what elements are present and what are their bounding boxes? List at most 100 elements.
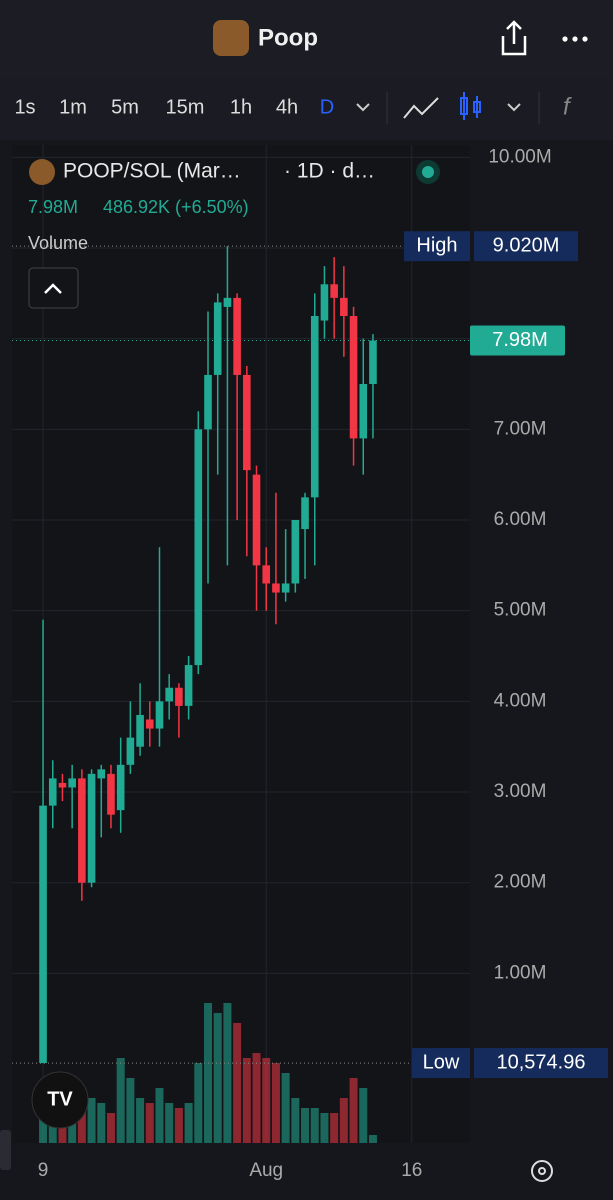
y-tick-label: 1.00M (494, 962, 547, 983)
line-chart-button[interactable] (403, 97, 439, 119)
volume-bar (359, 1088, 368, 1143)
candle-body (320, 284, 329, 321)
volume-bar (330, 1113, 339, 1143)
candle-body (48, 778, 57, 806)
candle-body (223, 297, 232, 307)
legend-change: 486.92K (+6.50%) (103, 197, 249, 217)
low-value: 10,574.96 (497, 1051, 586, 1073)
share-button[interactable] (501, 20, 527, 56)
low-label-bg (412, 1048, 470, 1079)
toolbar (0, 78, 613, 140)
side-tab[interactable] (0, 1130, 11, 1170)
candle-body (262, 565, 271, 584)
volume-bar (223, 1003, 232, 1143)
dropdown[interactable] (356, 103, 370, 112)
candle-body (359, 384, 368, 439)
volume-bar (204, 1003, 213, 1143)
dropdown[interactable] (507, 103, 521, 112)
volume-bar (262, 1058, 271, 1143)
settings-button[interactable] (531, 1160, 553, 1182)
interval-text: · 1D · d… (284, 160, 375, 183)
volume-bar (233, 1023, 242, 1143)
volume-bar (213, 1013, 222, 1143)
last-price-label: 7.98M (492, 329, 548, 351)
volume-bar (291, 1098, 300, 1143)
interval-button[interactable]: 1h (230, 96, 252, 118)
volume-bar (271, 1063, 280, 1143)
candle-body (175, 687, 183, 706)
indicators-button[interactable]: f (563, 93, 572, 120)
volume-bar (349, 1078, 358, 1143)
low-label: Low (423, 1051, 460, 1073)
collapse-button[interactable] (28, 267, 79, 309)
candle-body (116, 764, 125, 811)
candle-body (310, 316, 319, 498)
volume-bar (155, 1088, 164, 1143)
tradingview-logo[interactable] (31, 1071, 89, 1129)
chart (12, 145, 470, 1143)
candle-body (58, 782, 67, 788)
y-tick-label: 6.00M (494, 509, 547, 530)
candle-body (78, 778, 86, 883)
y-tick-label: 2.00M (494, 872, 547, 893)
interval-button[interactable]: 4h (276, 96, 298, 118)
status-dot (422, 166, 434, 178)
volume-bar (68, 1113, 77, 1143)
candle-body (340, 297, 348, 317)
interval-button[interactable]: 1s (14, 96, 35, 118)
high-label-bg (404, 231, 470, 262)
symbol-icon (29, 159, 55, 185)
volume-bar (145, 1103, 154, 1143)
candle-body (291, 520, 300, 584)
candle-body (252, 474, 261, 566)
y-tick-label: 3.00M (494, 781, 547, 802)
interval-button[interactable]: 1m (59, 96, 87, 118)
interval-button[interactable]: 15m (166, 96, 205, 118)
x-tick-label: 16 (401, 1160, 422, 1181)
candle-body (136, 714, 144, 747)
volume-bar (310, 1108, 319, 1143)
plot-area (12, 145, 470, 1143)
candle-body (97, 769, 106, 779)
volume-bar (106, 1113, 115, 1143)
candle-chart-button[interactable] (460, 92, 481, 120)
symbol: POOP/SOL (Mar… (63, 160, 241, 183)
volume-bar (339, 1098, 348, 1143)
x-tick-label: Aug (249, 1160, 283, 1181)
volume-bar (58, 1123, 67, 1143)
low-value-bg (474, 1048, 608, 1079)
y-tick-label: 7.00M (494, 418, 547, 439)
candle-body (243, 374, 251, 471)
volume-bar (165, 1103, 174, 1143)
volume-bar (184, 1103, 193, 1143)
high-value-bg (474, 231, 578, 262)
candle-body (330, 284, 338, 298)
candle-body (184, 665, 193, 706)
volume-bar (368, 1135, 377, 1143)
volume-bar (281, 1073, 290, 1143)
volume-bar (252, 1053, 261, 1143)
candle-body (39, 805, 47, 1064)
interval-button[interactable]: D (320, 96, 334, 118)
candle-body (233, 297, 241, 375)
high-label: High (416, 234, 457, 256)
volume-label: Volume (28, 233, 88, 253)
volume-bar (320, 1113, 329, 1143)
candle-body (145, 719, 154, 729)
header-title: Poop (258, 24, 318, 51)
y-tick-label: 5.00M (494, 600, 547, 621)
candle-body (194, 429, 203, 666)
candle-body (301, 497, 309, 530)
volume-bar (174, 1108, 183, 1143)
candle-body (369, 340, 377, 385)
candle-body (349, 316, 358, 439)
candle-body (213, 302, 222, 375)
volume-bar (116, 1058, 125, 1143)
volume-bar (97, 1103, 106, 1143)
candle-body (204, 374, 212, 430)
interval-button[interactable]: 5m (111, 96, 139, 118)
y-tick-label: 4.00M (494, 690, 547, 711)
more-button[interactable] (562, 36, 588, 42)
